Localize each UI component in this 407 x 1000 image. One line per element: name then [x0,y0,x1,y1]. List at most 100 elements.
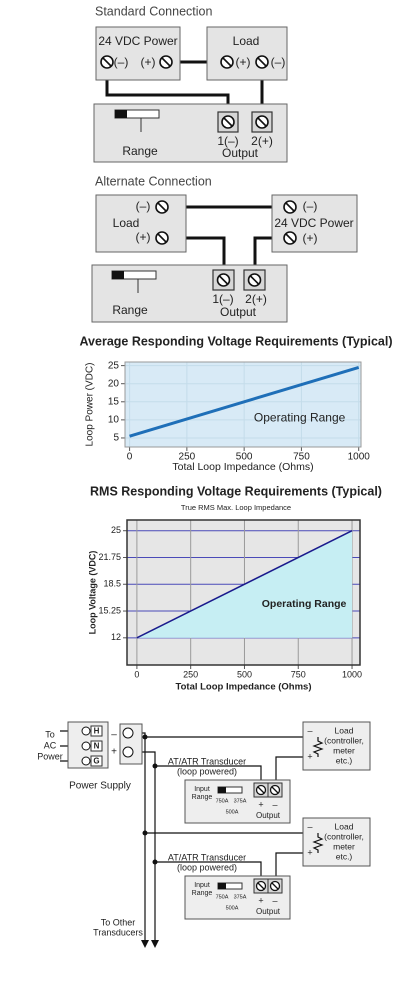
power-label: 24 VDC Power [274,216,353,230]
output-terminal: + [258,895,263,905]
load-terminal: + [307,751,312,761]
power-label: 24 VDC Power [98,34,177,48]
input-label: Range [192,890,213,897]
terminal [283,200,297,214]
terminal-box [90,740,103,752]
annotation: Operating Range [254,410,346,424]
transducer-title: (loop powered) [177,766,237,776]
plot-frame [126,519,361,666]
terminal-label: + [111,747,117,758]
terminal-slash [257,786,265,794]
line [136,530,353,639]
load-label: Load [335,821,354,831]
wiring-diagram: To AC Power H N G Power Supply – + To Ot… [37,721,371,948]
terminal [155,231,169,245]
standard-connection: Standard Connection 24 VDC Power (–) (+)… [93,4,288,163]
input-label: Input [194,786,210,793]
section-title: Standard Connection [95,4,212,18]
chart-subtitle: True RMS Max. Loop Impedance [181,503,291,512]
terminal-label: 2(+) [251,134,273,148]
range-option: 500A [226,809,239,815]
terminal [122,746,134,758]
x-axis-label: Total Loop Impedance (Ohms) [176,682,312,693]
load-label: meter [333,745,355,755]
input-label: Input [194,882,210,889]
source-label: AC [44,740,57,750]
junction [152,859,158,865]
x-tick-label: 1000 [342,669,362,679]
output-terminal: + [258,799,263,809]
terminal-label: (–) [271,55,286,69]
terminal [81,741,91,751]
output-label: Output [220,305,257,319]
x-axis-label: Total Loop Impedance (Ohms) [172,461,313,473]
range-switch-knob [218,787,226,793]
range-option: 750A [216,798,229,804]
chart-title: RMS Responding Voltage Requirements (Typ… [90,484,382,498]
plot [129,365,360,438]
terminal [220,55,234,69]
load-label: meter [333,841,355,851]
source-label: Power [37,751,63,761]
annotation: Operating Range [262,598,347,610]
range-switch-knob [218,883,226,889]
resistor [312,737,324,757]
transducer-title: AT/ATR Transducer [168,852,246,862]
range-option: 375A [234,894,247,900]
terminal-label: N [94,742,100,751]
x-tick-label: 500 [237,669,252,679]
power-supply-label: Power Supply [69,781,131,792]
junction [142,734,148,740]
terminal-box [90,755,103,767]
terminal [216,273,231,287]
junction [152,763,158,769]
y-tick-label: 21.75 [98,552,121,562]
y-tick-label: 25 [111,525,121,535]
load-terminal: – [307,821,312,831]
terminal-label: (–) [303,199,318,213]
y-tick-label: 18.5 [103,579,121,589]
x-tick-label: 500 [236,452,253,463]
terminal-box [90,725,103,737]
terminal [255,55,269,69]
terminal [81,726,91,736]
load-label: (controller, [324,831,364,841]
terminal [221,115,235,129]
terminal-label: 1(–) [217,134,238,148]
plot [136,530,353,639]
plot-frame [124,361,362,448]
load-label: Load [233,34,260,48]
terminal-slash [271,882,279,890]
range-option: 375A [234,798,247,804]
terminal [100,55,114,69]
load-label: Load [113,216,140,230]
terminal-slash [257,882,265,890]
terminal-slash [271,786,279,794]
load-terminal: – [307,725,312,735]
terminal-label: 2(+) [245,292,267,306]
charts: Average Responding Voltage Requirements … [79,334,392,692]
x-tick-label: 750 [291,669,306,679]
transducer-title: (loop powered) [177,862,237,872]
plot-background [125,362,361,447]
chart-title: Average Responding Voltage Requirements … [79,334,392,348]
terminal [81,756,91,766]
section-title: Alternate Connection [95,174,212,188]
output-terminal: – [272,799,277,809]
terminal-label: G [93,757,99,766]
load-label: etc.) [336,851,353,861]
y-tick-label: 15.25 [98,605,121,615]
power-box [95,26,181,81]
arrow [141,940,159,948]
terminal-label: H [94,727,100,736]
x-tick-label: 0 [134,669,139,679]
load-label: (controller, [324,735,364,745]
range-label: Range [112,303,148,317]
terminal-label: (+) [236,55,251,69]
terminal-label: (+) [141,55,156,69]
terminal-label: (–) [136,199,151,213]
output-label: Output [256,811,281,820]
